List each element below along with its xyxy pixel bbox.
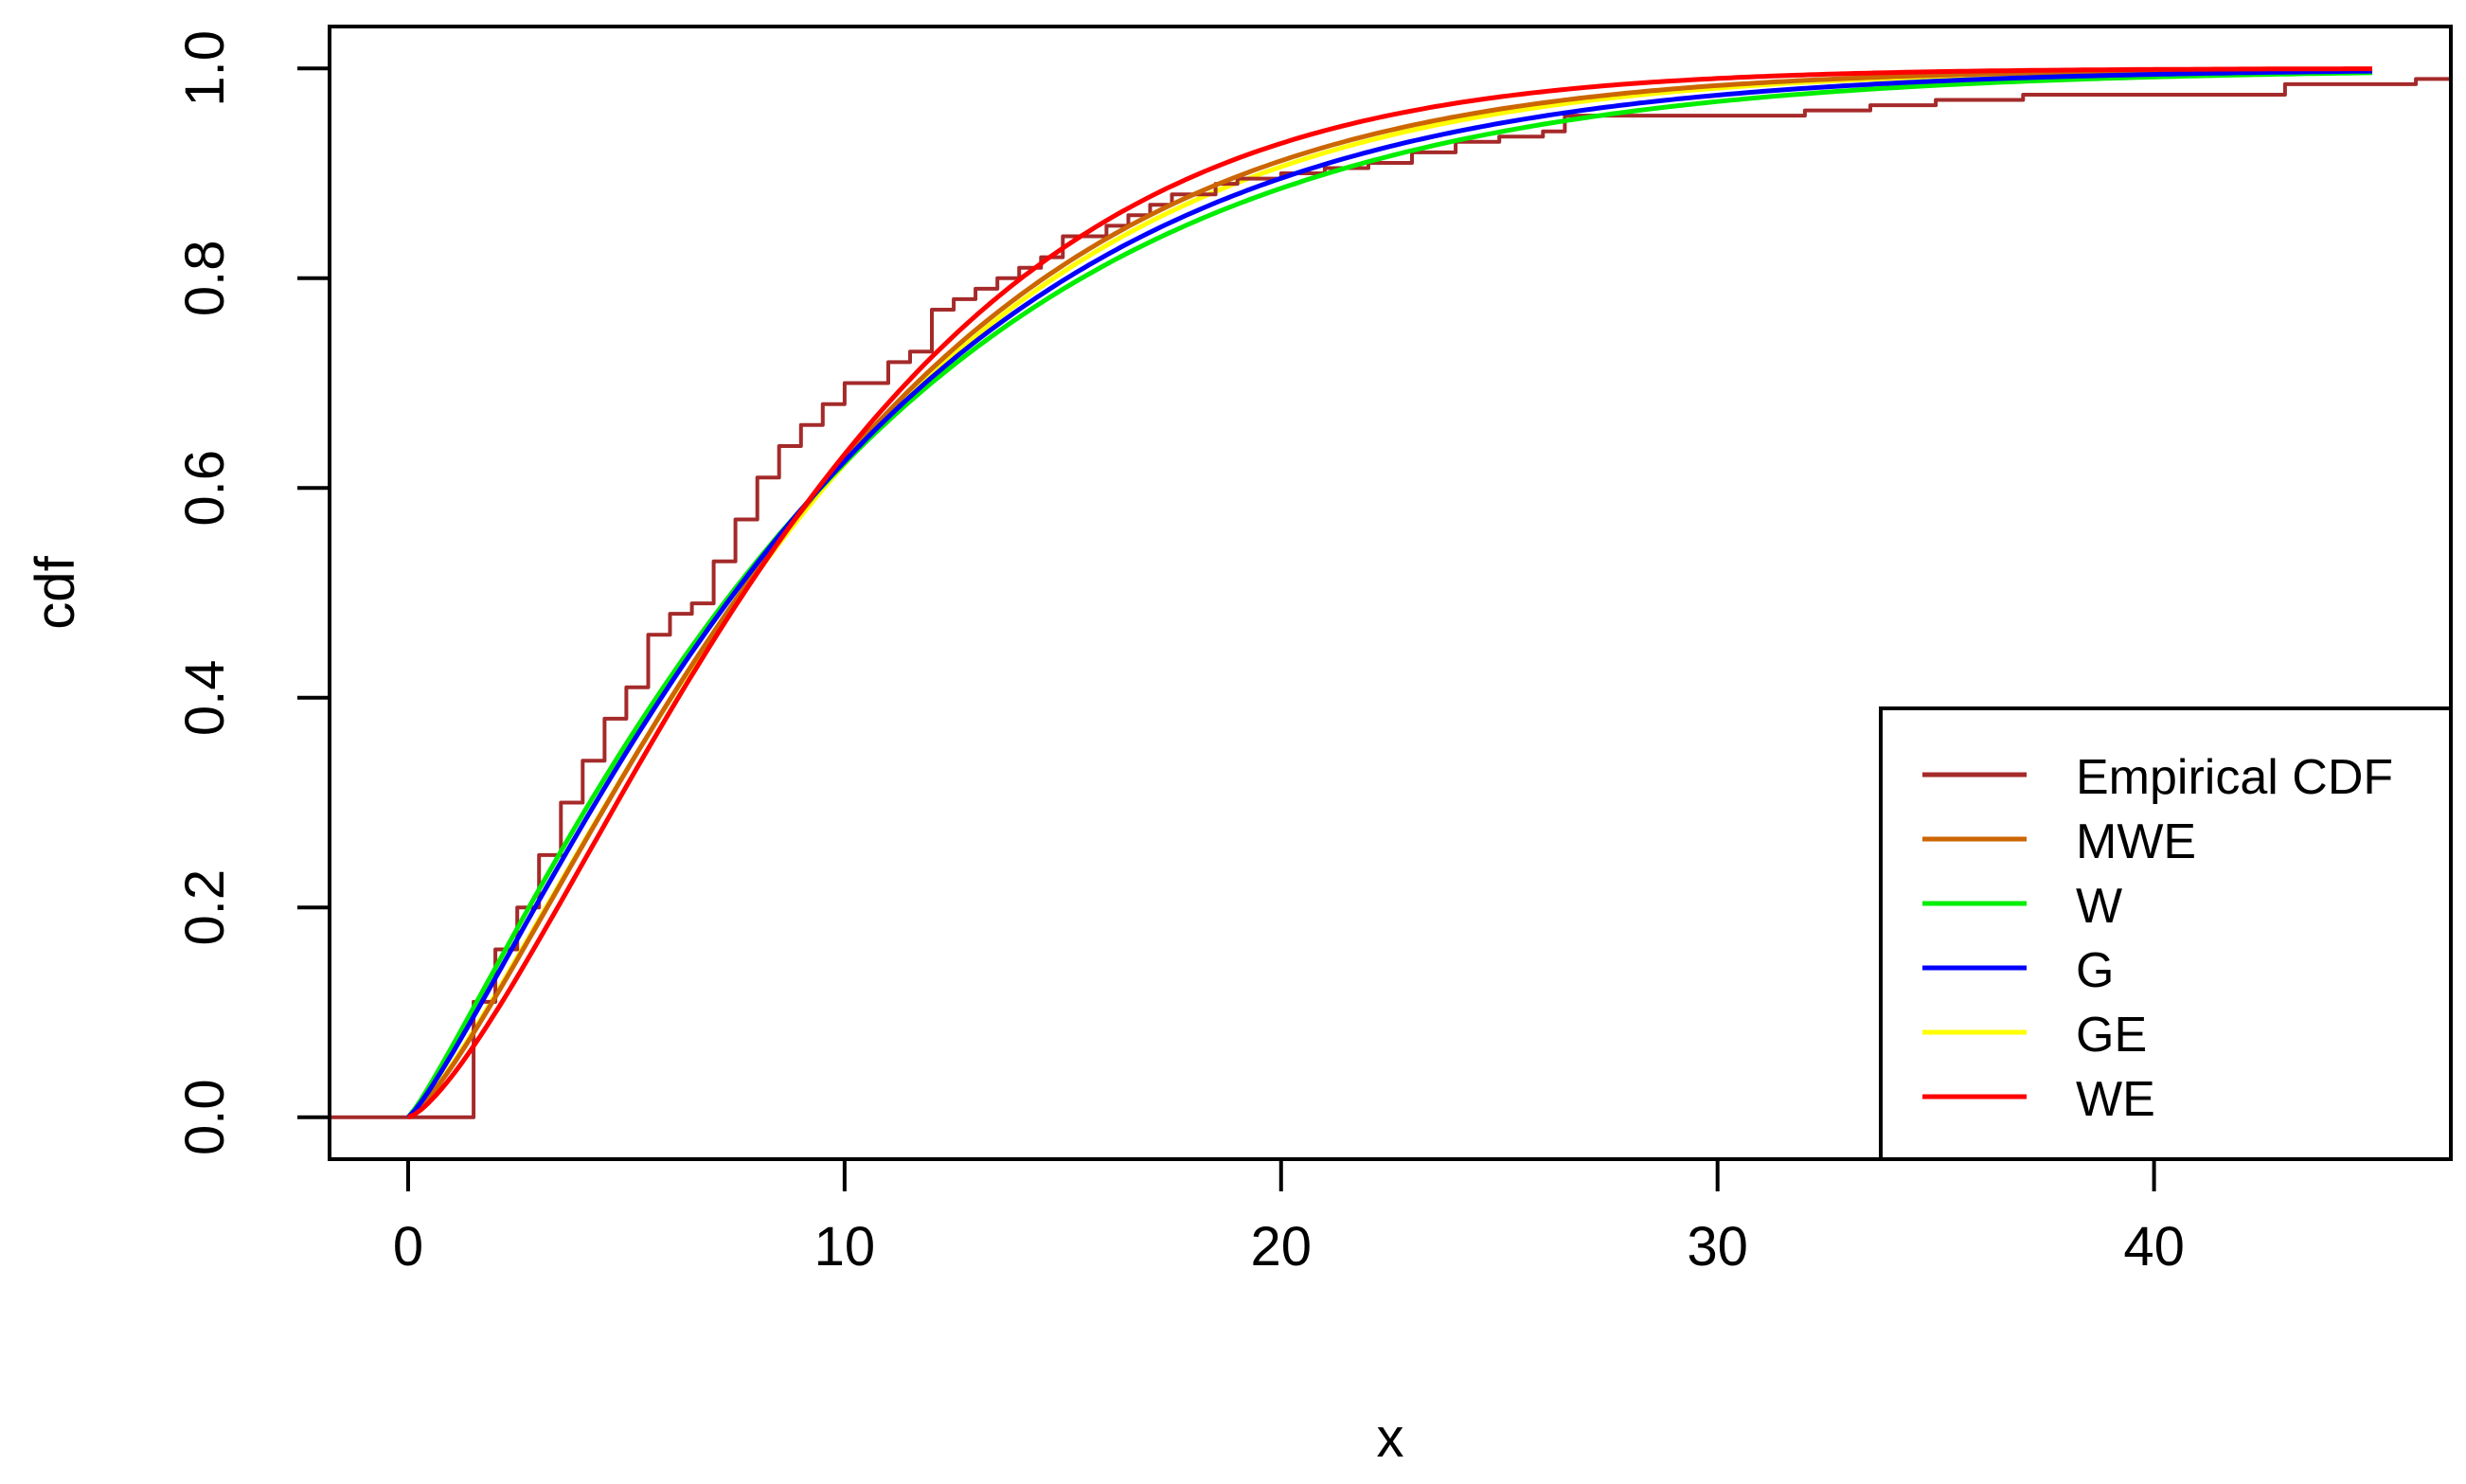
y-tick-label: 0.0: [174, 1079, 236, 1155]
series-curves: [330, 66, 2451, 1119]
legend-label: GE: [2076, 1008, 2147, 1063]
legend-label: W: [2076, 879, 2122, 934]
legend-label: MWE: [2076, 814, 2196, 869]
x-axis: 0 10 20 30 40: [393, 1157, 2185, 1278]
x-tick-label: 40: [2123, 1216, 2185, 1278]
legend-label: G: [2076, 943, 2114, 998]
series-line-we: [406, 66, 2372, 1119]
x-tick-label: 20: [1251, 1216, 1313, 1278]
y-tick-label: 0.6: [174, 450, 236, 527]
series-line-g: [406, 68, 2373, 1119]
legend-box: [1879, 706, 2453, 1161]
x-tick-label: 0: [393, 1216, 423, 1278]
legend-label: Empirical CDF: [2076, 750, 2393, 805]
legend: Empirical CDF MWE WG GE WE: [1879, 706, 2453, 1161]
y-tick-label: 0.2: [174, 869, 236, 946]
x-tick-label: 10: [814, 1216, 876, 1278]
y-tick-label: 0.8: [174, 240, 236, 316]
series-line-mwe: [406, 66, 2373, 1119]
y-tick-label: 0.4: [174, 659, 236, 736]
y-axis-title: cdf: [25, 555, 86, 629]
series-line-empirical-cdf: [330, 77, 2451, 1119]
y-axis: 0.0 0.2 0.4 0.6 0.8 1.0: [174, 30, 331, 1155]
y-tick-label: 1.0: [174, 30, 236, 107]
legend-label: WE: [2076, 1072, 2155, 1127]
x-tick-label: 30: [1687, 1216, 1748, 1278]
x-axis-title: x: [1377, 1407, 1404, 1469]
